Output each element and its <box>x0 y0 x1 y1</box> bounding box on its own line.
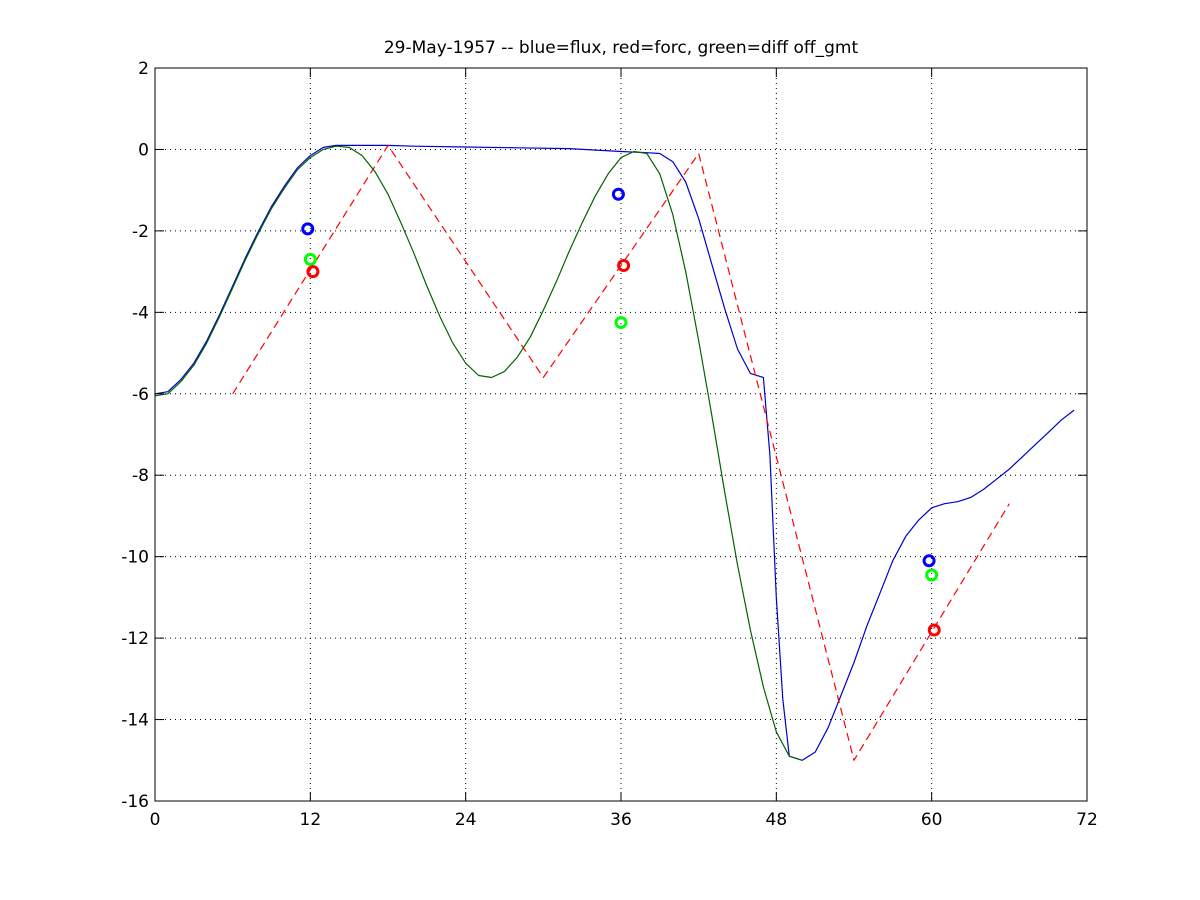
data-marker <box>611 187 625 201</box>
x-axis-tick-labels: 0 12 24 36 48 60 72 <box>150 810 1098 830</box>
y-tick-label: 0 <box>138 140 149 160</box>
x-tick-label: 36 <box>610 810 632 830</box>
x-tick-label: 48 <box>766 810 788 830</box>
data-marker <box>301 222 315 236</box>
y-tick-label: -4 <box>132 303 149 323</box>
x-tick-label: 24 <box>455 810 477 830</box>
y-tick-label: -14 <box>121 711 149 731</box>
data-markers <box>301 187 941 637</box>
y-tick-label: -16 <box>121 792 149 812</box>
x-tick-label: 60 <box>921 810 943 830</box>
y-tick-label: -10 <box>121 548 149 568</box>
grid-lines <box>155 68 1087 801</box>
y-tick-label: -8 <box>132 466 149 486</box>
x-tick-label: 12 <box>300 810 322 830</box>
series-forc-line <box>232 144 1010 761</box>
data-marker <box>614 316 628 330</box>
x-tick-label: 72 <box>1076 810 1098 830</box>
data-marker <box>925 568 939 582</box>
data-marker <box>922 554 936 568</box>
y-tick-label: -2 <box>132 222 149 242</box>
data-marker <box>303 252 317 266</box>
axis-ticks <box>154 67 1088 802</box>
series-flux-line <box>154 144 1075 761</box>
x-tick-label: 0 <box>150 810 161 830</box>
series-lines <box>154 144 1075 761</box>
chart-title: 29-May-1957 -- blue=flux, red=forc, gree… <box>384 38 859 58</box>
y-axis-tick-labels: 2 0 -2 -4 -6 -8 -10 -12 -14 -16 <box>121 59 149 812</box>
y-tick-label: 2 <box>138 59 149 79</box>
y-tick-label: -12 <box>121 629 149 649</box>
data-marker <box>927 623 941 637</box>
y-tick-label: -6 <box>132 385 149 405</box>
series-diff-line <box>154 145 803 761</box>
data-marker <box>617 259 631 273</box>
data-marker <box>306 265 320 279</box>
